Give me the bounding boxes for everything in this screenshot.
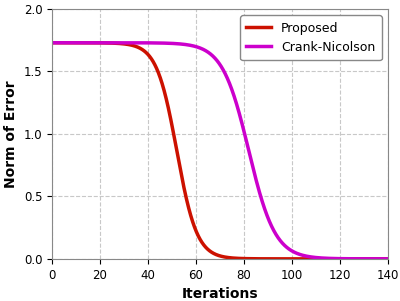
Crank-Nicolson: [50, 41, 54, 45]
Proposed: [386, 257, 390, 261]
Crank-Nicolson: [67, 41, 72, 45]
X-axis label: Iterations: Iterations: [182, 287, 258, 301]
Crank-Nicolson: [376, 257, 380, 261]
Proposed: [50, 41, 54, 45]
Legend: Proposed, Crank-Nicolson: Proposed, Crank-Nicolson: [240, 15, 382, 60]
Line: Crank-Nicolson: Crank-Nicolson: [52, 43, 388, 259]
Proposed: [376, 257, 380, 261]
Proposed: [376, 257, 381, 261]
Crank-Nicolson: [204, 49, 209, 53]
Proposed: [204, 246, 209, 250]
Proposed: [213, 253, 218, 256]
Crank-Nicolson: [386, 257, 390, 261]
Crank-Nicolson: [314, 256, 319, 259]
Y-axis label: Norm of Error: Norm of Error: [4, 80, 18, 188]
Crank-Nicolson: [376, 257, 381, 261]
Crank-Nicolson: [213, 57, 218, 61]
Proposed: [67, 41, 72, 45]
Proposed: [314, 257, 319, 261]
Line: Proposed: Proposed: [52, 43, 388, 259]
